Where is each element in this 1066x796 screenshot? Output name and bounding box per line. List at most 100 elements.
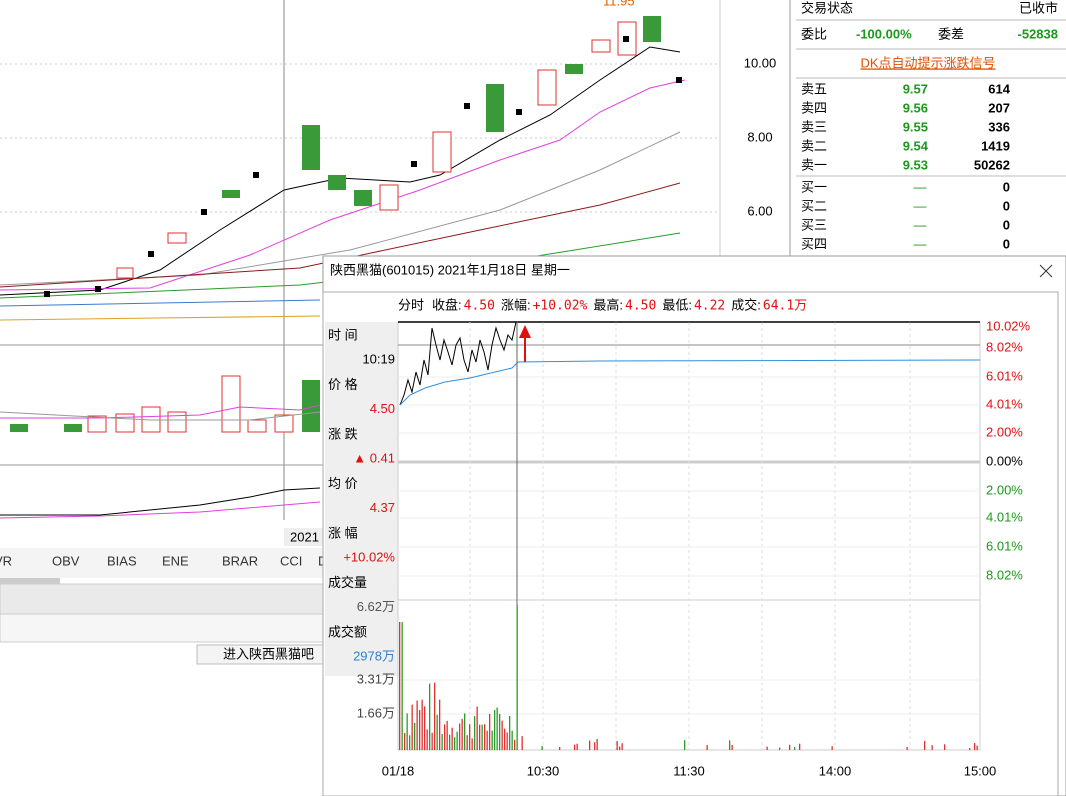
volume-bar bbox=[429, 683, 431, 750]
volume-bar bbox=[461, 718, 463, 750]
volume-bar bbox=[731, 744, 733, 750]
side-value: 10:19 bbox=[362, 351, 395, 366]
info-label: 分时 bbox=[398, 297, 424, 312]
forum-button-text[interactable]: 进入陕西黑猫吧 bbox=[223, 646, 314, 661]
side-value: 4.50 bbox=[370, 401, 395, 416]
volume-bar bbox=[596, 738, 598, 750]
volume-bar bbox=[474, 716, 476, 750]
sell-volume: 336 bbox=[988, 119, 1010, 134]
popup-title: 陕西黑猫(601015) 2021年1月18日 星期一 bbox=[330, 262, 570, 277]
volume-bar bbox=[501, 720, 503, 750]
volume-bar bbox=[434, 682, 436, 750]
indicator-tab[interactable]: BIAS bbox=[107, 553, 137, 568]
diff-label: 委差 bbox=[938, 26, 964, 41]
info-value: 64.1万 bbox=[763, 299, 807, 314]
indicator-tab[interactable]: ENE bbox=[162, 553, 189, 568]
info-label: 收盘: bbox=[432, 297, 462, 312]
buy-label: 买三 bbox=[801, 217, 827, 232]
volume-bar bbox=[419, 710, 421, 750]
sell-label: 卖三 bbox=[801, 119, 827, 134]
volume-bar bbox=[416, 700, 418, 750]
top-price: 11.95 bbox=[603, 0, 635, 8]
volume-bar bbox=[729, 740, 731, 750]
volume-bar bbox=[799, 743, 801, 750]
volume-bar bbox=[779, 747, 781, 750]
pct-label: 6.01% bbox=[986, 368, 1023, 383]
info-label: 涨幅: bbox=[501, 297, 531, 312]
volume-bar bbox=[421, 699, 423, 750]
sell-label: 卖五 bbox=[801, 81, 827, 96]
info-label: 成交: bbox=[731, 297, 761, 312]
volume-bar bbox=[446, 720, 448, 750]
volume-bar bbox=[469, 724, 471, 750]
price-label: 6.00 bbox=[747, 203, 772, 218]
pct-label: 0.00% bbox=[986, 453, 1023, 468]
indicator-tab[interactable]: CCI bbox=[280, 553, 302, 568]
volume-bar bbox=[794, 746, 796, 750]
volume-bar bbox=[576, 743, 578, 750]
sell-price: 9.57 bbox=[903, 81, 928, 96]
indicator-tab[interactable]: OBV bbox=[52, 553, 80, 568]
close-button[interactable] bbox=[1039, 264, 1053, 278]
pct-label: 4.01% bbox=[986, 509, 1023, 524]
buy-volume: 0 bbox=[1003, 236, 1010, 251]
side-value: +10.02% bbox=[343, 549, 395, 564]
volume-bar bbox=[906, 746, 908, 750]
volume-bar bbox=[454, 737, 456, 750]
pct-label: 10.02% bbox=[986, 318, 1031, 333]
buy-price: — bbox=[914, 236, 927, 251]
volume-bar bbox=[969, 747, 971, 750]
volume-bar bbox=[521, 736, 523, 750]
volume-label: 1.66万 bbox=[357, 705, 395, 720]
side-value: 6.62万 bbox=[357, 599, 395, 614]
volume-label: 3.31万 bbox=[357, 671, 395, 686]
volume-bar bbox=[411, 704, 413, 750]
pct-label: 2.00% bbox=[986, 424, 1023, 439]
volume-bar bbox=[409, 735, 411, 750]
volume-bar bbox=[924, 740, 926, 750]
price-label: 10.00 bbox=[744, 55, 777, 70]
buy-volume: 0 bbox=[1003, 179, 1010, 194]
volume-bar bbox=[456, 731, 458, 750]
buy-volume: 0 bbox=[1003, 217, 1010, 232]
sell-label: 卖四 bbox=[801, 100, 827, 115]
side-label: 涨 跌 bbox=[328, 426, 358, 441]
side-label: 均 价 bbox=[328, 476, 358, 491]
sell-volume: 1419 bbox=[981, 138, 1010, 153]
indicator-tab[interactable]: BRAR bbox=[222, 553, 258, 568]
volume-bar bbox=[559, 747, 561, 750]
indicator-tab[interactable]: VR bbox=[0, 553, 12, 568]
volume-bar bbox=[476, 706, 478, 750]
buy-volume: 0 bbox=[1003, 198, 1010, 213]
volume-bar bbox=[451, 727, 453, 750]
side-value: 4.37 bbox=[370, 500, 395, 515]
buy-label: 买一 bbox=[801, 179, 827, 194]
volume-bar bbox=[931, 745, 933, 750]
volume-bar bbox=[509, 715, 511, 750]
volume-bar bbox=[436, 714, 438, 750]
sell-price: 9.53 bbox=[903, 157, 928, 172]
pct-label: 4.01% bbox=[986, 396, 1023, 411]
volume-bar bbox=[616, 740, 618, 750]
side-label: 价 格 bbox=[328, 377, 358, 392]
volume-bar bbox=[594, 742, 596, 750]
sell-label: 卖一 bbox=[801, 157, 827, 172]
buy-label: 买四 bbox=[801, 236, 827, 251]
volume-bar bbox=[499, 713, 501, 750]
volume-bar bbox=[766, 746, 768, 750]
volume-bar bbox=[471, 738, 473, 750]
diff-value: -52838 bbox=[1018, 26, 1058, 41]
volume-bar bbox=[541, 746, 543, 750]
volume-bar bbox=[449, 734, 451, 750]
info-label: 最高: bbox=[593, 297, 623, 312]
side-label: 成交额 bbox=[328, 624, 367, 639]
info-value: 4.50 bbox=[625, 299, 656, 314]
volume-bar bbox=[511, 730, 513, 750]
volume-bar bbox=[491, 730, 493, 750]
volume-bar bbox=[444, 724, 446, 750]
signal-link[interactable]: DK点自动提示涨跌信号 bbox=[860, 55, 995, 70]
info-value: 4.50 bbox=[464, 299, 495, 314]
volume-bar bbox=[439, 699, 441, 750]
ratio-value: -100.00% bbox=[856, 26, 912, 41]
